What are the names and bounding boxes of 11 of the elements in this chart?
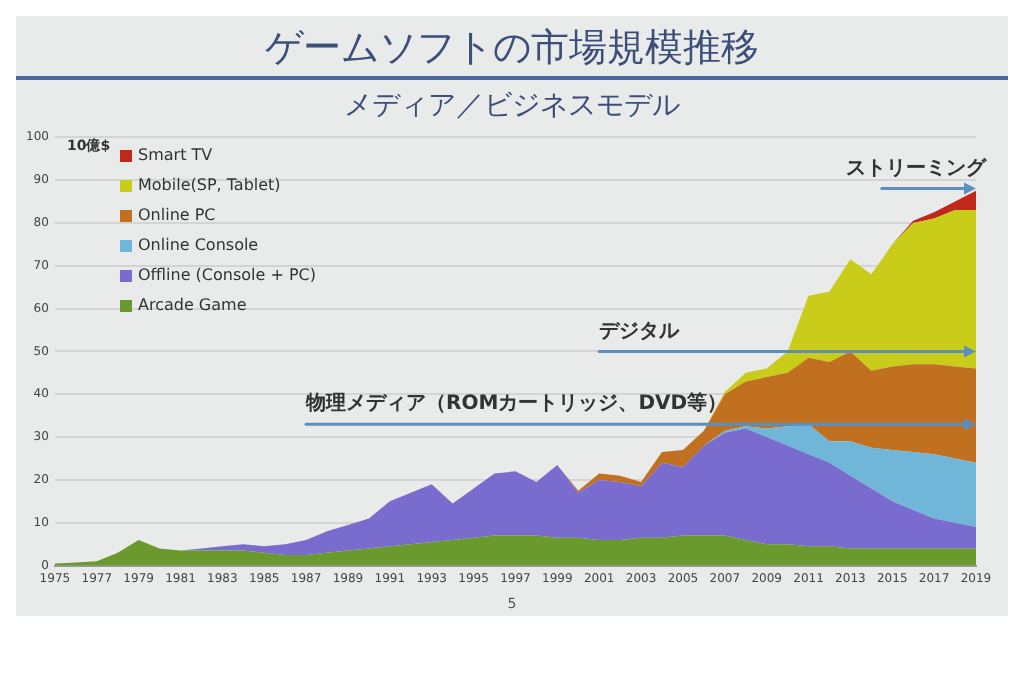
annotation: デジタル [599,320,682,343]
annotation: ストリーミング [846,155,989,180]
legend-label: Arcade Game [138,294,247,318]
legend-label: Online Console [138,234,259,258]
legend-label: Online PC [138,204,216,228]
legend-label: Mobile(SP, Tablet) [138,174,281,198]
legend-label: Smart TV [138,144,213,168]
chart-subtitle: メディア／ビジネスモデル [342,88,682,124]
chart-title: ゲームソフトの市場規模推移 [16,16,1008,80]
annotation: 物理メディア（ROMカートリッジ、DVD等） [304,391,728,416]
legend-label: Offline (Console + PC) [138,264,316,288]
